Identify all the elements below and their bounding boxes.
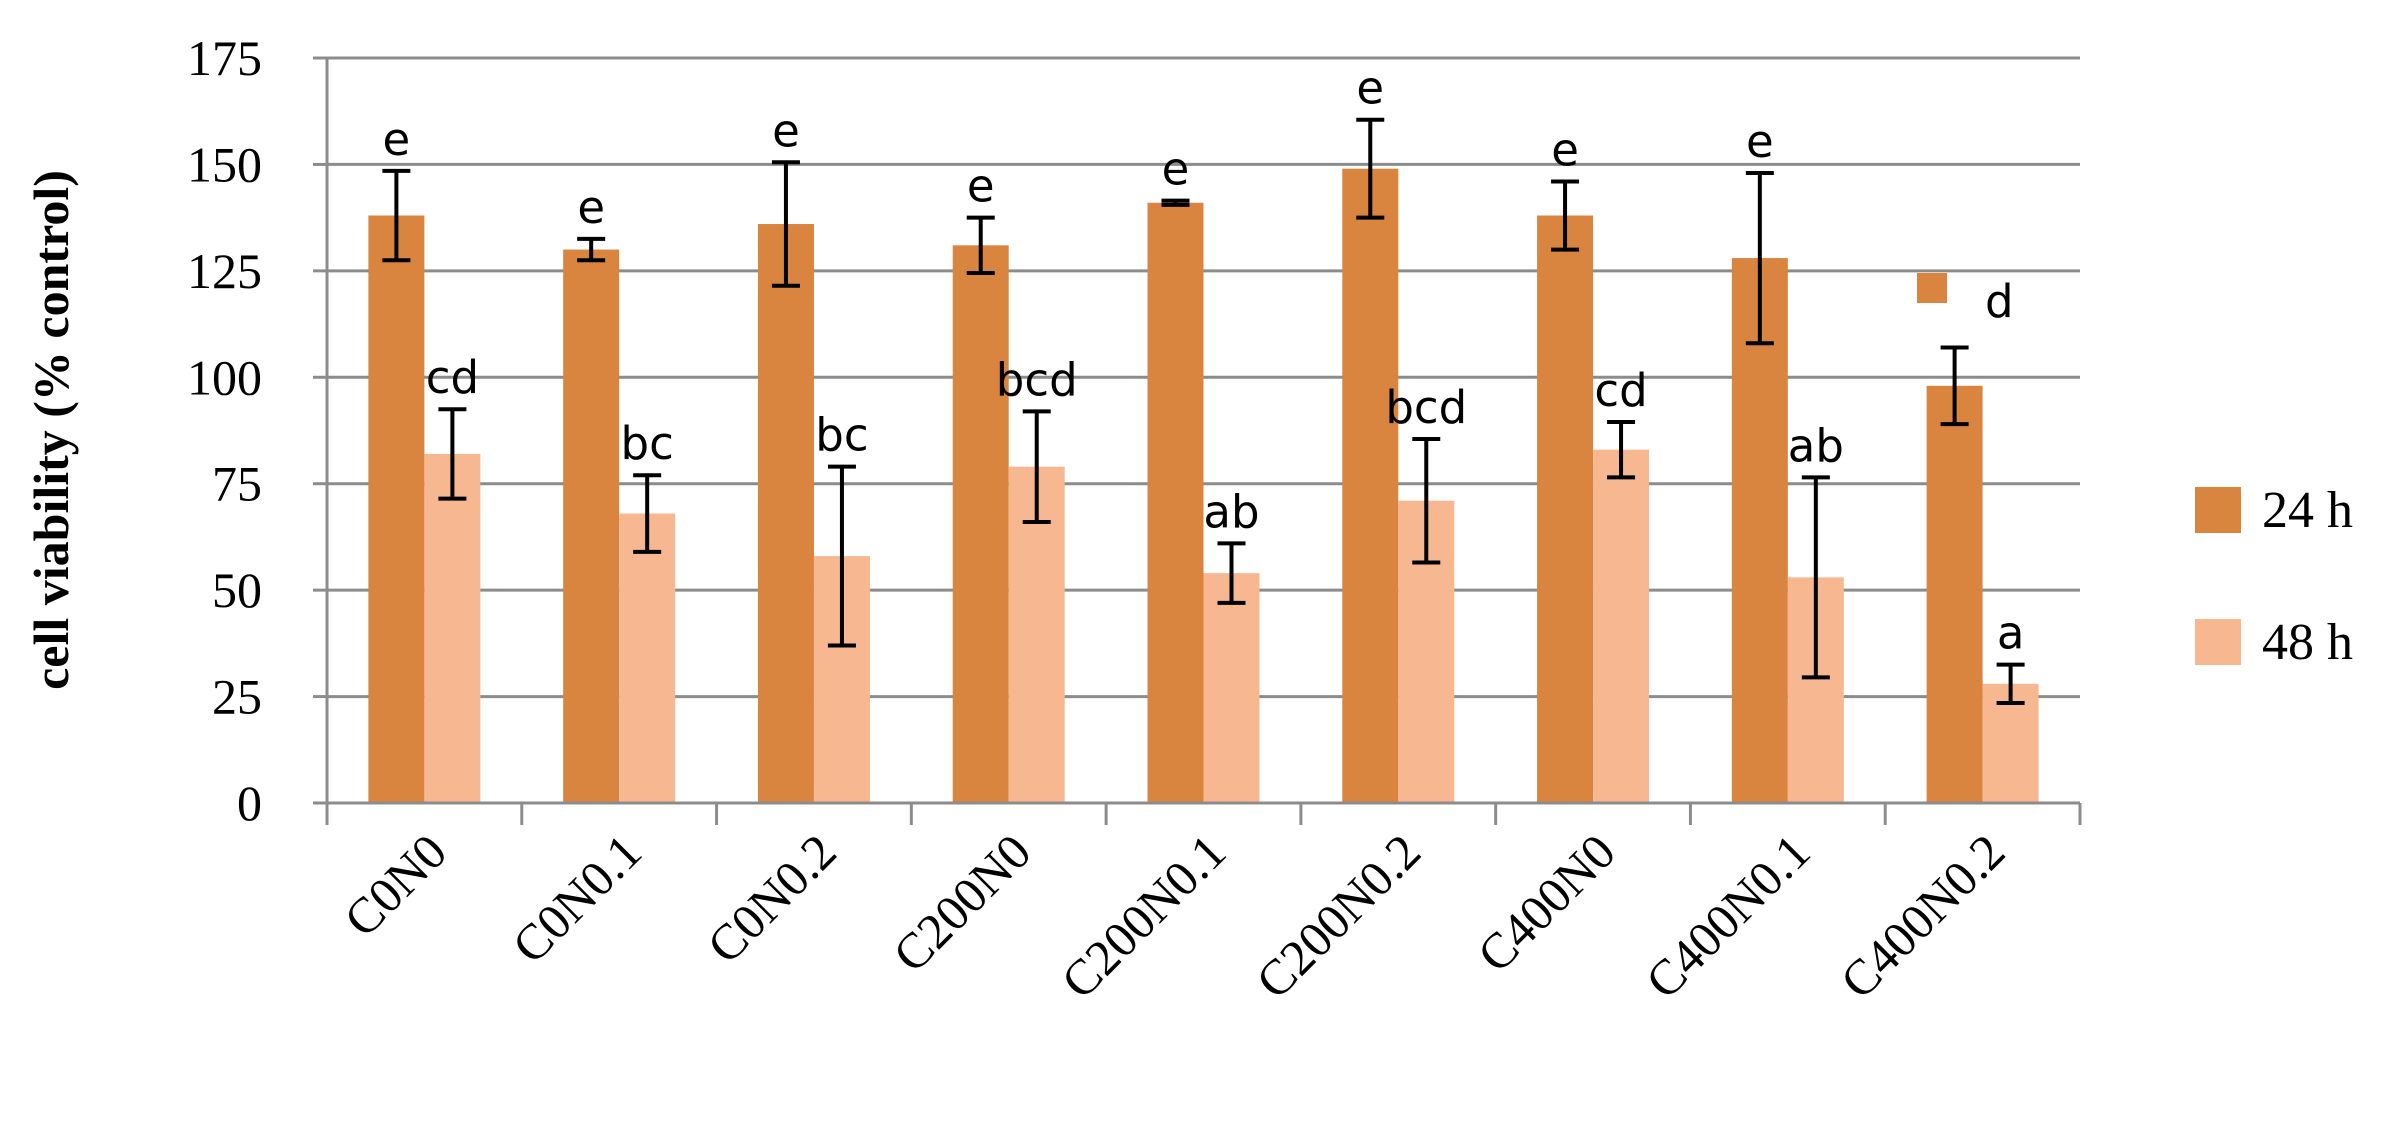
bar [1731,258,1788,804]
x-tick-label: C0N0.1 [501,823,652,974]
significance-label: bc [815,409,868,462]
y-tick-label: 175 [187,30,262,86]
x-tick-label: C0N0.2 [696,823,847,974]
significance-label: bcd [1385,381,1467,434]
legend-label: 24 h [2262,482,2353,539]
significance-label: cd [426,351,479,404]
significance-label: e [383,113,411,166]
y-tick-label: 100 [187,349,262,405]
bar [1342,168,1399,803]
bar [1147,202,1204,803]
significance-label: e [1551,123,1579,176]
bar [1926,385,1983,803]
significance-label: e [1746,115,1774,168]
x-tick-label: C400N0.2 [1829,823,2015,1009]
bars: e e e e e e e e d cd bc bc bcd ab bcd cd ab a [368,62,2039,804]
x-tick-label: C200N0.1 [1050,823,1236,1009]
bar [1593,449,1650,803]
significance-label: e [577,181,605,234]
bar [757,224,814,803]
significance-label: e [1162,143,1190,196]
y-tick-label: 50 [212,562,262,618]
y-axis-title: cell viability (% control) [23,170,79,690]
bar [952,245,1009,804]
axes [325,58,2080,805]
significance-label: cd [1594,364,1647,417]
y-tick-label: 125 [187,243,262,299]
x-tick-label: C200N0 [882,823,1041,982]
bar [1203,573,1260,803]
x-tick-label: C200N0.2 [1245,823,1431,1009]
bar [619,513,676,803]
y-tick-label: 150 [187,136,262,192]
significance-label: a [1997,607,2025,660]
significance-label: ab [1788,419,1844,472]
y-tick-label: 75 [212,456,262,512]
significance-label: e [967,160,995,213]
significance-label: ab [1203,485,1259,538]
legend-swatch [2195,487,2241,533]
y-axis-ticks: 0 25 50 75 100 125 150 175 [187,30,327,831]
legend-label: 48 h [2262,614,2353,671]
significance-label: bcd [996,353,1078,406]
x-tick-label: C400N0 [1466,823,1625,982]
y-tick-label: 25 [212,669,262,725]
significance-label: d [1985,275,2014,328]
bar [368,215,425,803]
legend: 24 h 48 h [2195,482,2353,671]
legend-swatch [2195,619,2241,665]
bar [424,453,481,803]
y-tick-label: 0 [237,775,262,831]
bar [1537,215,1594,803]
x-tick-label: C0N0 [333,823,457,947]
x-axis-ticks: C0N0 C0N0.1 C0N0.2 C200N0 C200N0.1 C200N0.2 C4… [325,803,2082,1009]
significance-label: e [772,104,800,157]
label-marker [1917,273,1947,303]
bar [563,249,620,804]
significance-label: e [1356,62,1384,115]
significance-label: bc [621,417,674,470]
x-tick-label: C400N0.1 [1635,823,1821,1009]
